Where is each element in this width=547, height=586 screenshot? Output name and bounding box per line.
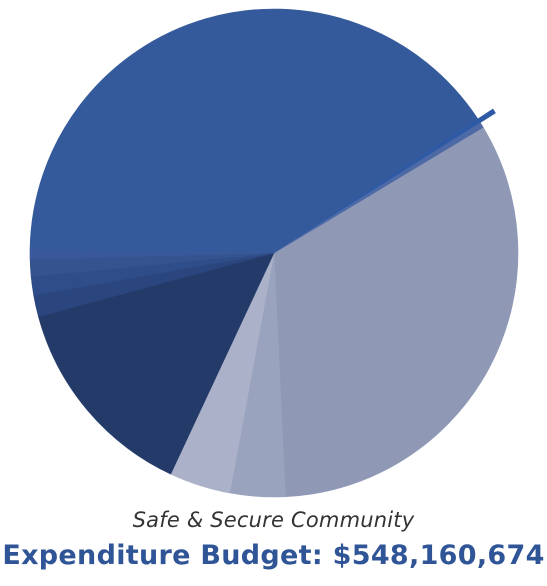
pie-chart [29, 8, 519, 498]
pie-slice-4 [38, 252, 275, 475]
expenditure-budget-title: Expenditure Budget: $548,160,674 [2, 540, 545, 571]
pie-chart-svg [29, 8, 519, 498]
chart-subtitle: Safe & Secure Community [132, 508, 415, 532]
pie-slice-11 [273, 122, 484, 254]
pie-slice-10 [288, 108, 496, 244]
pie-slice-9 [29, 8, 479, 254]
pie-slice-1 [273, 126, 519, 498]
